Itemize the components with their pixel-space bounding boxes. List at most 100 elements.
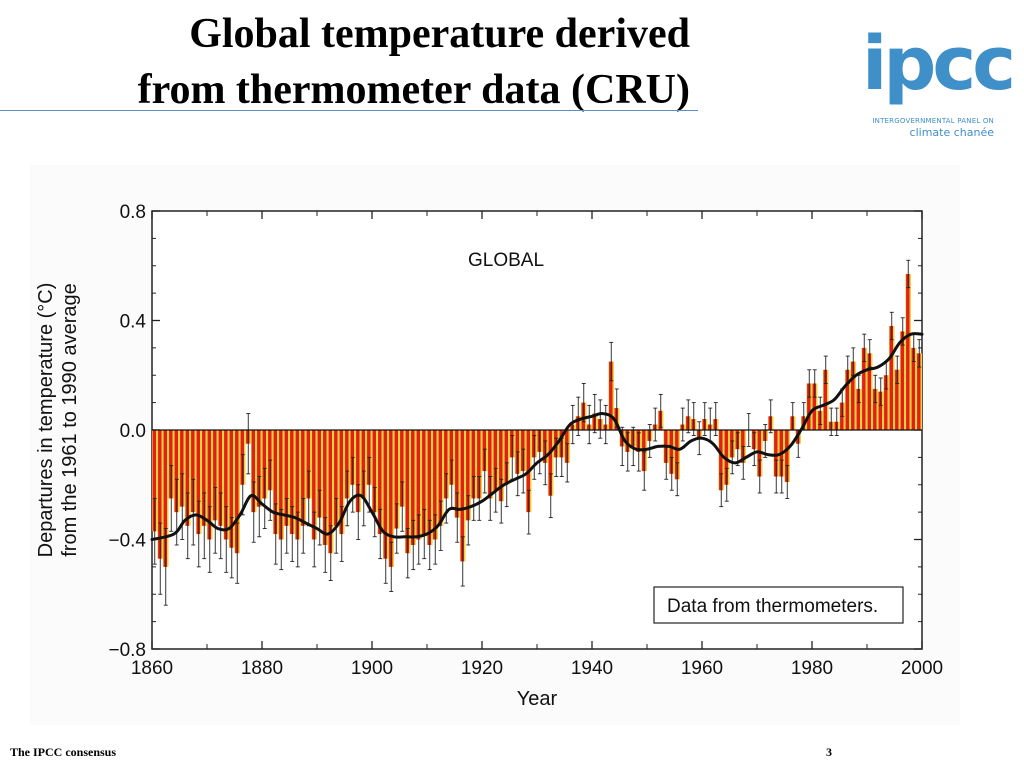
bar (229, 430, 234, 548)
bar (873, 388, 877, 430)
bar (862, 347, 866, 430)
bar (433, 430, 437, 540)
bar (499, 430, 503, 502)
y-axis: 0.8 0.4 0.0 −0.4 −0.8 (108, 202, 922, 661)
bar (444, 430, 448, 499)
y-tick-label: −0.4 (108, 531, 146, 552)
bar (356, 430, 360, 513)
annotation-box (653, 586, 904, 624)
slide-title-line-1: Global temperature derived (189, 11, 690, 57)
bar (235, 430, 239, 554)
bar (411, 430, 415, 545)
y-tick-label: 0.4 (120, 312, 147, 333)
bar (471, 430, 476, 499)
y-tick-label: −0.8 (108, 640, 146, 661)
y-axis-title: Departures in temperature (°C) from the … (35, 283, 81, 558)
slide-title: Global temperature derived from thermome… (30, 6, 690, 118)
bar (317, 430, 322, 518)
slide-title-line-2: from thermometer data (CRU) (137, 67, 690, 113)
bar (455, 430, 459, 518)
ipcc-logo: ipcc INTERGOVERNMENTAL PANEL ON climate … (862, 16, 1016, 146)
bar (328, 430, 333, 554)
bar (405, 430, 410, 554)
x-tick-label: 1960 (681, 658, 723, 679)
panel-label-global: GLOBAL (468, 250, 544, 271)
bar (774, 430, 778, 477)
bar (422, 430, 426, 535)
chart-panel: 0.8 0.4 0.0 −0.4 −0.8 1860 1880 1900 1920 1940 19… (30, 165, 960, 725)
title-divider (0, 110, 698, 111)
bar (301, 430, 305, 526)
ipcc-logo-subtitle-1: INTERGOVERNMENTAL PANEL ON (872, 117, 994, 125)
y-tick-label: 0.8 (120, 202, 146, 223)
ipcc-logo-subtitle-2: climate chanée (909, 126, 994, 139)
bar (466, 430, 470, 521)
bar (884, 375, 888, 430)
bar (334, 430, 338, 526)
bar (389, 430, 393, 567)
x-tick-label: 1980 (791, 658, 833, 679)
smoothed-curve (150, 332, 924, 541)
bar (394, 430, 399, 529)
bar (867, 353, 872, 430)
bar (279, 430, 283, 540)
temperature-chart: 0.8 0.4 0.0 −0.4 −0.8 1860 1880 1900 1920 1940 19… (35, 202, 943, 710)
bar (295, 430, 300, 540)
bar (152, 430, 157, 532)
bar (911, 347, 916, 430)
bar (323, 430, 327, 545)
x-tick-label: 1920 (461, 658, 503, 679)
bar (427, 430, 432, 545)
y-axis-title-line-1: Departures in temperature (°C) (35, 283, 57, 558)
bar (906, 273, 910, 430)
bar (609, 361, 613, 430)
bar (361, 430, 366, 499)
bar (548, 430, 553, 496)
bar (213, 430, 217, 521)
bar (224, 430, 228, 540)
bar (185, 430, 190, 526)
bar (207, 430, 212, 540)
x-tick-label: 1860 (131, 658, 173, 679)
bar (345, 430, 349, 499)
bar (856, 388, 861, 430)
x-tick-label: 1900 (351, 658, 393, 679)
bar (449, 430, 454, 485)
bar (477, 430, 481, 499)
bar (400, 430, 404, 507)
footer-text: The IPCC consensus (10, 745, 117, 759)
bar (312, 430, 316, 540)
bar (180, 430, 184, 507)
bar (851, 361, 855, 430)
bar (785, 430, 789, 483)
bar (284, 430, 289, 526)
bar (290, 430, 294, 535)
bar (675, 430, 679, 480)
bar (895, 369, 899, 430)
page-number: 3 (826, 745, 832, 759)
bar (218, 430, 223, 526)
bar (823, 369, 828, 430)
bar (262, 430, 267, 499)
bar (719, 430, 723, 491)
bar (163, 430, 168, 567)
bar (845, 369, 850, 430)
bar (372, 430, 377, 513)
bar (488, 430, 492, 499)
bar (339, 430, 344, 535)
x-tick-label: 1940 (571, 658, 613, 679)
bar (257, 430, 261, 507)
y-tick-label: 0.0 (120, 421, 146, 442)
bar (202, 430, 206, 526)
bar (273, 430, 278, 535)
bar (416, 430, 421, 540)
bar (378, 430, 382, 535)
y-axis-title-line-2: from the 1961 to 1990 average (59, 283, 81, 557)
bar (306, 430, 311, 499)
bar (812, 383, 817, 430)
bar (807, 383, 811, 430)
bar (900, 331, 905, 430)
bar (174, 430, 179, 513)
bar (383, 430, 388, 559)
annotation-text: Data from thermometers. (667, 596, 878, 617)
